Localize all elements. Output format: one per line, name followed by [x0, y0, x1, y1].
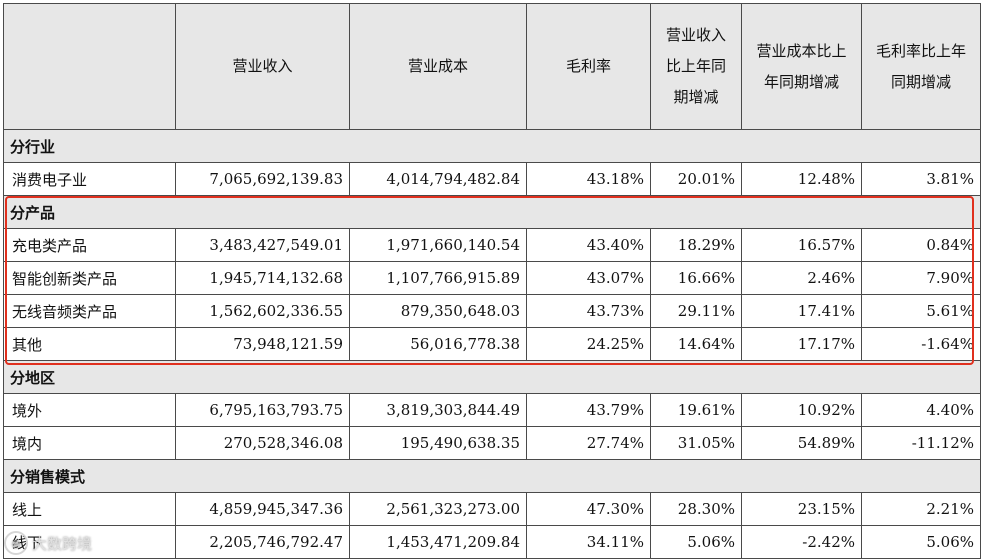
section-row: 分产品: [3, 195, 981, 229]
value-cell: 3.81%: [861, 162, 981, 196]
value-cell: 3,483,427,549.01: [175, 228, 350, 262]
value-cell: 4.40%: [861, 393, 981, 427]
value-cell: 27.74%: [526, 426, 651, 460]
value-cell: 16.66%: [650, 261, 742, 295]
value-cell: 20.01%: [650, 162, 742, 196]
header-cell: 营业成本: [349, 3, 527, 130]
row-label: 智能创新类产品: [3, 261, 176, 295]
table-row: 境内 270,528,346.08 195,490,638.35 27.74% 31.0…: [3, 426, 981, 460]
value-cell: -1.64%: [861, 327, 981, 361]
value-cell: 5.61%: [861, 294, 981, 328]
value-cell: 28.30%: [650, 492, 742, 526]
value-cell: 195,490,638.35: [349, 426, 527, 460]
value-cell: 43.40%: [526, 228, 651, 262]
value-cell: 5.06%: [650, 525, 742, 559]
value-cell: 17.41%: [741, 294, 862, 328]
row-label: 其他: [3, 327, 176, 361]
value-cell: 10.92%: [741, 393, 862, 427]
table-row: 线下 2,205,746,792.47 1,453,471,209.84 34.11%…: [3, 525, 981, 559]
value-cell: 43.73%: [526, 294, 651, 328]
value-cell: 47.30%: [526, 492, 651, 526]
watermark-logo-icon: ◉: [4, 531, 28, 555]
value-cell: 43.79%: [526, 393, 651, 427]
value-cell: 4,859,945,347.36: [175, 492, 350, 526]
value-cell: 2,561,323,273.00: [349, 492, 527, 526]
value-cell: 24.25%: [526, 327, 651, 361]
value-cell: 1,945,714,132.68: [175, 261, 350, 295]
value-cell: 0.84%: [861, 228, 981, 262]
section-title: 分行业: [3, 129, 981, 163]
value-cell: 29.11%: [650, 294, 742, 328]
table-row: 无线音频类产品 1,562,602,336.55 879,350,648.03 43.…: [3, 294, 981, 328]
header-cell: 营业成本比上年同期增减: [741, 3, 862, 130]
table-row: 消费电子业 7,065,692,139.83 4,014,794,482.84 43.…: [3, 162, 981, 196]
row-label: 线下: [3, 525, 176, 559]
value-cell: 23.15%: [741, 492, 862, 526]
row-label: 无线音频类产品: [3, 294, 176, 328]
value-cell: 16.57%: [741, 228, 862, 262]
value-cell: 7,065,692,139.83: [175, 162, 350, 196]
value-cell: 19.61%: [650, 393, 742, 427]
value-cell: 1,971,660,140.54: [349, 228, 527, 262]
value-cell: 2.21%: [861, 492, 981, 526]
value-cell: 18.29%: [650, 228, 742, 262]
value-cell: 43.07%: [526, 261, 651, 295]
table-row: 智能创新类产品 1,945,714,132.68 1,107,766,915.89 4…: [3, 261, 981, 295]
header-cell: [3, 3, 176, 130]
value-cell: 2.46%: [741, 261, 862, 295]
table-row: 线上 4,859,945,347.36 2,561,323,273.00 47.30%…: [3, 492, 981, 526]
row-label: 境内: [3, 426, 176, 460]
value-cell: 5.06%: [861, 525, 981, 559]
value-cell: 56,016,778.38: [349, 327, 527, 361]
header-cell: 毛利率: [526, 3, 651, 130]
header-cell: 营业收入比上年同期增减: [650, 3, 742, 130]
watermark-text: 大数跨境: [32, 534, 93, 553]
header-cell: 营业收入: [175, 3, 350, 130]
table-row: 充电类产品 3,483,427,549.01 1,971,660,140.54 43.…: [3, 228, 981, 262]
value-cell: 17.17%: [741, 327, 862, 361]
value-cell: 1,562,602,336.55: [175, 294, 350, 328]
section-title: 分产品: [3, 195, 981, 229]
row-label: 充电类产品: [3, 228, 176, 262]
header-row: 营业收入 营业成本 毛利率 营业收入比上年同期增减 营业成本比上年同期增减 毛利率比上年同…: [3, 3, 981, 130]
row-label: 消费电子业: [3, 162, 176, 196]
value-cell: 43.18%: [526, 162, 651, 196]
table-row: 其他 73,948,121.59 56,016,778.38 24.25% 14.64%…: [3, 327, 981, 361]
value-cell: 270,528,346.08: [175, 426, 350, 460]
section-title: 分销售模式: [3, 459, 981, 493]
value-cell: 14.64%: [650, 327, 742, 361]
value-cell: 73,948,121.59: [175, 327, 350, 361]
header-cell: 毛利率比上年同期增减: [861, 3, 981, 130]
value-cell: 7.90%: [861, 261, 981, 295]
section-row: 分销售模式: [3, 459, 981, 493]
table-row: 境外 6,795,163,793.75 3,819,303,844.49 43.79%…: [3, 393, 981, 427]
value-cell: 4,014,794,482.84: [349, 162, 527, 196]
section-row: 分地区: [3, 360, 981, 394]
value-cell: -2.42%: [741, 525, 862, 559]
row-label: 境外: [3, 393, 176, 427]
value-cell: 31.05%: [650, 426, 742, 460]
value-cell: 879,350,648.03: [349, 294, 527, 328]
section-row: 分行业: [3, 129, 981, 163]
value-cell: -11.12%: [861, 426, 981, 460]
value-cell: 3,819,303,844.49: [349, 393, 527, 427]
row-label: 线上: [3, 492, 176, 526]
value-cell: 34.11%: [526, 525, 651, 559]
value-cell: 2,205,746,792.47: [175, 525, 350, 559]
financial-table: 营业收入 营业成本 毛利率 营业收入比上年同期增减 营业成本比上年同期增减 毛利率比上年同…: [3, 3, 981, 559]
watermark: ◉ 大数跨境: [4, 530, 92, 556]
section-title: 分地区: [3, 360, 981, 394]
value-cell: 1,453,471,209.84: [349, 525, 527, 559]
value-cell: 1,107,766,915.89: [349, 261, 527, 295]
value-cell: 6,795,163,793.75: [175, 393, 350, 427]
value-cell: 12.48%: [741, 162, 862, 196]
value-cell: 54.89%: [741, 426, 862, 460]
